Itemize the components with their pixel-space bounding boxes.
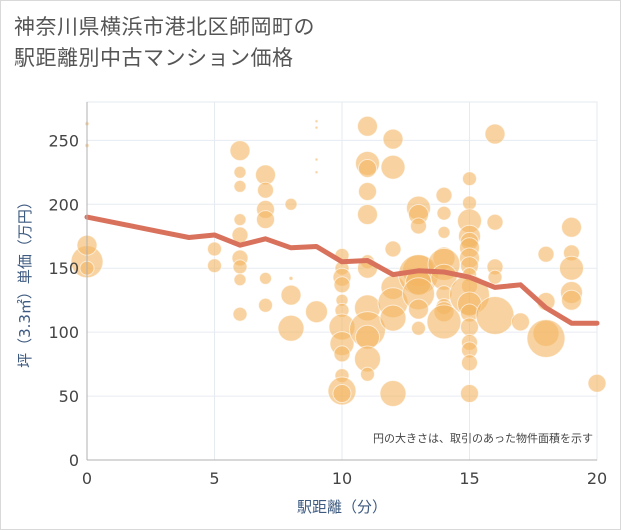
data-bubble	[314, 170, 319, 175]
data-bubble	[379, 304, 407, 332]
data-bubble	[229, 140, 251, 162]
data-bubble	[437, 225, 451, 239]
data-bubble	[360, 366, 375, 382]
chart-title: 神奈川県横浜市港北区師岡町の 駅距離別中古マンション価格	[14, 12, 315, 74]
x-axis-label: 駅距離（分）	[297, 498, 387, 516]
data-bubble	[258, 297, 273, 313]
data-bubble	[461, 354, 478, 372]
data-bubble	[314, 157, 319, 162]
y-tick-label: 250	[48, 131, 79, 150]
data-bubble	[380, 154, 406, 180]
size-note: 円の大きさは、取引のあった物件面積を示す	[373, 431, 593, 445]
data-bubble	[526, 319, 566, 358]
data-bubble	[426, 304, 462, 340]
data-bubble	[284, 197, 298, 211]
data-bubble	[587, 373, 607, 393]
data-bubble	[460, 384, 479, 403]
y-tick-label: 50	[59, 387, 79, 406]
data-bubble	[410, 217, 427, 235]
data-bubble	[314, 125, 319, 130]
y-axis-label: 坪（3.3㎡）単価（万円）	[16, 194, 34, 368]
data-bubble	[257, 181, 274, 199]
data-bubble	[233, 273, 247, 287]
x-tick-label: 20	[587, 469, 607, 488]
title-line-2: 駅距離別中古マンション価格	[14, 46, 294, 70]
data-bubble	[357, 115, 378, 137]
data-bubble	[435, 186, 453, 204]
y-tick-label: 100	[48, 323, 79, 342]
axes	[86, 102, 597, 461]
bubble-layer	[70, 115, 607, 407]
data-bubble	[561, 216, 582, 238]
data-bubble	[232, 259, 248, 275]
data-bubble	[462, 195, 477, 211]
data-bubble	[561, 289, 582, 311]
average-price-line	[84, 214, 600, 326]
data-bubble	[280, 284, 302, 306]
data-bubble	[305, 300, 328, 324]
y-tick-label: 0	[69, 451, 79, 470]
data-bubble	[314, 119, 319, 124]
y-tick-label: 150	[48, 259, 79, 278]
data-bubble	[207, 258, 222, 274]
data-bubble	[436, 205, 452, 221]
data-bubble	[487, 269, 503, 285]
data-bubble	[379, 380, 407, 407]
data-bubble	[357, 204, 378, 225]
x-tick-label: 15	[459, 469, 479, 488]
data-bubble	[259, 271, 272, 285]
data-bubble	[408, 298, 429, 320]
title-line-1: 神奈川県横浜市港北区師岡町の	[14, 15, 315, 39]
data-bubble	[511, 312, 530, 332]
data-bubble	[486, 213, 504, 231]
data-bubble	[460, 317, 479, 337]
data-bubble	[333, 276, 351, 294]
data-bubble	[537, 245, 555, 263]
data-bubble	[462, 171, 477, 187]
data-bubble	[475, 296, 515, 335]
data-bubble	[233, 165, 247, 179]
data-bubble	[384, 240, 402, 258]
data-bubble	[358, 182, 377, 201]
data-bubble	[256, 210, 275, 230]
data-bubble	[288, 275, 294, 281]
data-bubble	[233, 213, 247, 227]
data-bubble	[332, 384, 352, 403]
data-bubble	[232, 306, 248, 322]
data-bubble	[411, 320, 426, 336]
data-bubble	[484, 123, 506, 145]
data-bubble	[333, 345, 351, 363]
x-tick-label: 5	[209, 469, 219, 488]
data-bubble	[233, 179, 247, 193]
x-tick-label: 0	[82, 469, 92, 488]
data-bubble	[207, 241, 222, 257]
x-tick-label: 10	[332, 469, 352, 488]
data-bubble	[277, 314, 305, 342]
data-bubble	[559, 255, 584, 281]
data-bubble	[358, 159, 377, 178]
y-tick-label: 200	[48, 195, 79, 214]
data-bubble	[382, 128, 404, 150]
